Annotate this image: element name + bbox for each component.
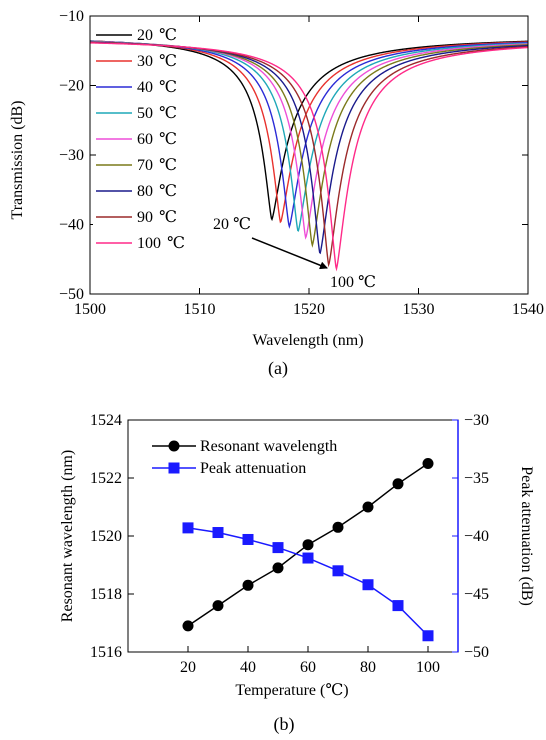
legend-b: Resonant wavelength Peak attenuation bbox=[152, 438, 337, 477]
legend-a-label: 70 ℃ bbox=[137, 157, 177, 174]
annotation-end: 100 ℃ bbox=[330, 274, 376, 291]
x-tick-label-b: 20 bbox=[180, 659, 196, 676]
point-attenuation bbox=[332, 565, 344, 577]
curve-100 bbox=[90, 42, 528, 272]
legend-b-marker bbox=[168, 462, 180, 474]
legend-a-label: 60 ℃ bbox=[137, 131, 177, 148]
x-axis-label-b: Temperature (℃) bbox=[235, 682, 348, 699]
y2-tick-label-b: −40 bbox=[464, 528, 489, 545]
point-attenuation bbox=[422, 630, 434, 642]
panel-label-a: (a) bbox=[268, 358, 288, 379]
chart-b-ticks: 20 40 60 80 100 1516 1518 1520 1522 1524 −50 −45 −40… bbox=[90, 412, 489, 676]
y-tick-label-b: 1518 bbox=[90, 586, 122, 603]
point-wavelength bbox=[392, 478, 404, 490]
y-tick-label-b: 1522 bbox=[90, 470, 122, 487]
shift-arrow bbox=[251, 237, 328, 270]
point-attenuation bbox=[362, 579, 374, 591]
x-tick-label-b: 80 bbox=[360, 659, 376, 676]
legend-b-label: Resonant wavelength bbox=[200, 438, 337, 455]
point-wavelength bbox=[212, 600, 224, 612]
chart-b-series bbox=[182, 458, 434, 642]
y2-tick-label-b: −30 bbox=[464, 412, 489, 429]
point-attenuation bbox=[212, 527, 224, 539]
chart-a: 1500 1510 1520 1530 1540 −50 −40 −30 −20 −10 20 ℃ 3… bbox=[9, 8, 544, 379]
chart-a-ticks: 1500 1510 1520 1530 1540 −50 −40 −30 −20 −10 bbox=[59, 8, 544, 318]
y-tick-label-b: 1516 bbox=[90, 644, 122, 661]
y2-axis-label-b: Peak attenuation (dB) bbox=[518, 466, 535, 606]
curve-90 bbox=[90, 41, 528, 268]
legend-a: 20 ℃ 30 ℃ 40 ℃ 50 ℃ 60 ℃ 70 ℃ 80 ℃ 90 ℃ 100 ℃ bbox=[96, 27, 185, 252]
y-tick-label-a: −10 bbox=[59, 8, 84, 25]
legend-a-label: 30 ℃ bbox=[137, 53, 177, 70]
y-tick-label-a: −40 bbox=[59, 217, 84, 234]
y2-tick-label-b: −45 bbox=[464, 586, 489, 603]
legend-b-marker bbox=[168, 440, 180, 452]
x-tick-label-b: 40 bbox=[240, 659, 256, 676]
annotation-start: 20 ℃ bbox=[213, 216, 251, 233]
point-attenuation bbox=[182, 522, 194, 534]
point-wavelength bbox=[182, 620, 194, 632]
point-wavelength bbox=[362, 501, 374, 513]
panel-label-b: (b) bbox=[274, 714, 295, 735]
y-tick-label-b: 1520 bbox=[90, 528, 122, 545]
point-attenuation bbox=[242, 533, 254, 545]
point-wavelength bbox=[242, 579, 254, 591]
legend-a-label: 50 ℃ bbox=[137, 105, 177, 122]
y-tick-label-b: 1524 bbox=[90, 412, 122, 429]
point-wavelength bbox=[422, 458, 434, 469]
y-axis-label-a: Transmission (dB) bbox=[9, 101, 26, 220]
x-tick-label-b: 100 bbox=[416, 659, 440, 676]
x-axis-label-a: Wavelength (nm) bbox=[252, 332, 363, 349]
point-wavelength bbox=[302, 539, 314, 551]
y-axis-label-b: Resonant wavelength (nm) bbox=[59, 450, 76, 622]
point-wavelength bbox=[272, 562, 284, 574]
chart-b: 20 40 60 80 100 1516 1518 1520 1522 1524 −50 −45 −40… bbox=[59, 412, 535, 735]
legend-b-label: Peak attenuation bbox=[200, 460, 306, 477]
x-tick-label-a: 1530 bbox=[403, 301, 435, 318]
legend-a-background bbox=[93, 187, 106, 291]
transmission-curves bbox=[90, 40, 528, 272]
y2-tick-label-b: −50 bbox=[464, 644, 489, 661]
x-tick-label-a: 1520 bbox=[293, 301, 325, 318]
point-attenuation bbox=[302, 552, 314, 564]
x-tick-label-a: 1540 bbox=[512, 301, 544, 318]
x-tick-label-a: 1500 bbox=[74, 301, 106, 318]
legend-a-label: 20 ℃ bbox=[137, 27, 177, 44]
chart-a-frame bbox=[89, 15, 529, 295]
point-attenuation bbox=[392, 600, 404, 612]
x-tick-label-b: 60 bbox=[300, 659, 316, 676]
legend-a-label: 90 ℃ bbox=[137, 209, 177, 226]
y-tick-label-a: −50 bbox=[59, 286, 84, 303]
point-wavelength bbox=[332, 521, 344, 533]
y-tick-label-a: −20 bbox=[59, 78, 84, 95]
x-tick-label-a: 1510 bbox=[184, 301, 216, 318]
legend-a-label: 100 ℃ bbox=[137, 235, 185, 252]
legend-a-label: 40 ℃ bbox=[137, 79, 177, 96]
point-attenuation bbox=[272, 542, 284, 554]
y-tick-label-a: −30 bbox=[59, 147, 84, 164]
legend-a-label: 80 ℃ bbox=[137, 183, 177, 200]
y2-tick-label-b: −35 bbox=[464, 470, 489, 487]
